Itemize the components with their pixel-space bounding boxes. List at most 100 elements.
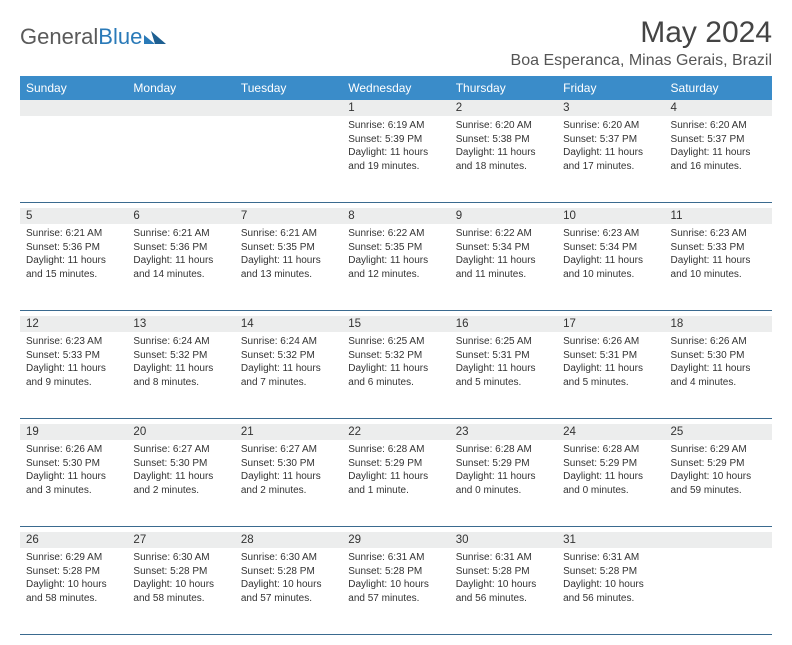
day-cell: Sunrise: 6:31 AMSunset: 5:28 PMDaylight:… (450, 548, 557, 634)
day-detail: Sunrise: 6:29 AMSunset: 5:28 PMDaylight:… (20, 548, 127, 609)
day-number-cell: 2 (450, 100, 557, 116)
day-number-cell: 21 (235, 424, 342, 440)
day-number-cell: 23 (450, 424, 557, 440)
day-detail: Sunrise: 6:24 AMSunset: 5:32 PMDaylight:… (127, 332, 234, 393)
day-cell: Sunrise: 6:28 AMSunset: 5:29 PMDaylight:… (557, 440, 664, 526)
day-number-cell: 10 (557, 208, 664, 224)
day-number-cell: 29 (342, 532, 449, 548)
day-cell: Sunrise: 6:26 AMSunset: 5:30 PMDaylight:… (20, 440, 127, 526)
day-cell: Sunrise: 6:19 AMSunset: 5:39 PMDaylight:… (342, 116, 449, 202)
weekday-header: Saturday (665, 76, 772, 100)
day-cell: Sunrise: 6:31 AMSunset: 5:28 PMDaylight:… (342, 548, 449, 634)
day-detail: Sunrise: 6:21 AMSunset: 5:36 PMDaylight:… (127, 224, 234, 285)
day-detail: Sunrise: 6:23 AMSunset: 5:33 PMDaylight:… (665, 224, 772, 285)
month-title: May 2024 (511, 16, 772, 50)
day-number-cell: 27 (127, 532, 234, 548)
day-number-row: 567891011 (20, 208, 772, 224)
day-detail: Sunrise: 6:20 AMSunset: 5:37 PMDaylight:… (557, 116, 664, 177)
title-block: May 2024 Boa Esperanca, Minas Gerais, Br… (511, 16, 772, 70)
day-cell: Sunrise: 6:30 AMSunset: 5:28 PMDaylight:… (127, 548, 234, 634)
day-content-row: Sunrise: 6:21 AMSunset: 5:36 PMDaylight:… (20, 224, 772, 310)
day-cell (665, 548, 772, 634)
weekday-header: Thursday (450, 76, 557, 100)
day-cell: Sunrise: 6:21 AMSunset: 5:35 PMDaylight:… (235, 224, 342, 310)
calendar-page: GeneralBlue May 2024 Boa Esperanca, Mina… (0, 0, 792, 645)
day-cell (127, 116, 234, 202)
weekday-header: Wednesday (342, 76, 449, 100)
day-detail: Sunrise: 6:28 AMSunset: 5:29 PMDaylight:… (557, 440, 664, 501)
day-cell: Sunrise: 6:29 AMSunset: 5:28 PMDaylight:… (20, 548, 127, 634)
day-cell: Sunrise: 6:26 AMSunset: 5:30 PMDaylight:… (665, 332, 772, 418)
day-number-cell: 1 (342, 100, 449, 116)
brand-mark-icon (144, 24, 166, 50)
day-number-cell (127, 100, 234, 116)
day-number-cell: 16 (450, 316, 557, 332)
day-cell (20, 116, 127, 202)
day-detail: Sunrise: 6:30 AMSunset: 5:28 PMDaylight:… (235, 548, 342, 609)
day-number-cell: 9 (450, 208, 557, 224)
day-number-cell: 28 (235, 532, 342, 548)
day-number-cell: 7 (235, 208, 342, 224)
day-number-cell: 31 (557, 532, 664, 548)
brand-text-2: Blue (98, 24, 142, 50)
day-number-cell (665, 532, 772, 548)
day-content-row: Sunrise: 6:19 AMSunset: 5:39 PMDaylight:… (20, 116, 772, 202)
day-number-cell: 25 (665, 424, 772, 440)
day-cell: Sunrise: 6:29 AMSunset: 5:29 PMDaylight:… (665, 440, 772, 526)
day-detail: Sunrise: 6:27 AMSunset: 5:30 PMDaylight:… (235, 440, 342, 501)
day-number-cell: 12 (20, 316, 127, 332)
day-number-row: 1234 (20, 100, 772, 116)
day-number-cell: 3 (557, 100, 664, 116)
day-number-cell: 24 (557, 424, 664, 440)
day-cell: Sunrise: 6:20 AMSunset: 5:38 PMDaylight:… (450, 116, 557, 202)
day-detail: Sunrise: 6:21 AMSunset: 5:36 PMDaylight:… (20, 224, 127, 285)
day-detail: Sunrise: 6:31 AMSunset: 5:28 PMDaylight:… (557, 548, 664, 609)
day-detail: Sunrise: 6:21 AMSunset: 5:35 PMDaylight:… (235, 224, 342, 285)
day-number-cell: 26 (20, 532, 127, 548)
weekday-header: Friday (557, 76, 664, 100)
day-number-cell: 20 (127, 424, 234, 440)
day-number-cell: 30 (450, 532, 557, 548)
calendar-body: 1234Sunrise: 6:19 AMSunset: 5:39 PMDayli… (20, 100, 772, 634)
day-detail: Sunrise: 6:29 AMSunset: 5:29 PMDaylight:… (665, 440, 772, 501)
day-number-cell: 6 (127, 208, 234, 224)
day-cell: Sunrise: 6:23 AMSunset: 5:33 PMDaylight:… (20, 332, 127, 418)
day-cell: Sunrise: 6:26 AMSunset: 5:31 PMDaylight:… (557, 332, 664, 418)
day-detail: Sunrise: 6:31 AMSunset: 5:28 PMDaylight:… (342, 548, 449, 609)
day-number-cell: 5 (20, 208, 127, 224)
day-cell: Sunrise: 6:28 AMSunset: 5:29 PMDaylight:… (342, 440, 449, 526)
weekday-header: Sunday (20, 76, 127, 100)
day-cell: Sunrise: 6:23 AMSunset: 5:34 PMDaylight:… (557, 224, 664, 310)
day-cell: Sunrise: 6:23 AMSunset: 5:33 PMDaylight:… (665, 224, 772, 310)
day-detail: Sunrise: 6:22 AMSunset: 5:34 PMDaylight:… (450, 224, 557, 285)
day-detail: Sunrise: 6:26 AMSunset: 5:31 PMDaylight:… (557, 332, 664, 393)
day-number-cell (235, 100, 342, 116)
day-number-cell: 22 (342, 424, 449, 440)
weekday-header: Monday (127, 76, 234, 100)
day-cell: Sunrise: 6:28 AMSunset: 5:29 PMDaylight:… (450, 440, 557, 526)
day-cell (235, 116, 342, 202)
day-number-cell: 4 (665, 100, 772, 116)
day-cell: Sunrise: 6:22 AMSunset: 5:34 PMDaylight:… (450, 224, 557, 310)
day-number-cell: 17 (557, 316, 664, 332)
day-cell: Sunrise: 6:24 AMSunset: 5:32 PMDaylight:… (127, 332, 234, 418)
day-detail: Sunrise: 6:20 AMSunset: 5:37 PMDaylight:… (665, 116, 772, 177)
header: GeneralBlue May 2024 Boa Esperanca, Mina… (20, 16, 772, 70)
day-detail: Sunrise: 6:31 AMSunset: 5:28 PMDaylight:… (450, 548, 557, 609)
day-number-cell: 8 (342, 208, 449, 224)
day-detail: Sunrise: 6:27 AMSunset: 5:30 PMDaylight:… (127, 440, 234, 501)
day-cell: Sunrise: 6:27 AMSunset: 5:30 PMDaylight:… (235, 440, 342, 526)
day-cell: Sunrise: 6:25 AMSunset: 5:32 PMDaylight:… (342, 332, 449, 418)
day-cell: Sunrise: 6:20 AMSunset: 5:37 PMDaylight:… (557, 116, 664, 202)
location: Boa Esperanca, Minas Gerais, Brazil (511, 52, 772, 70)
calendar-table: SundayMondayTuesdayWednesdayThursdayFrid… (20, 76, 772, 635)
weekday-header: Tuesday (235, 76, 342, 100)
day-number-cell: 14 (235, 316, 342, 332)
day-content-row: Sunrise: 6:29 AMSunset: 5:28 PMDaylight:… (20, 548, 772, 634)
day-detail: Sunrise: 6:26 AMSunset: 5:30 PMDaylight:… (20, 440, 127, 501)
day-number-row: 262728293031 (20, 532, 772, 548)
day-cell: Sunrise: 6:22 AMSunset: 5:35 PMDaylight:… (342, 224, 449, 310)
day-detail: Sunrise: 6:25 AMSunset: 5:31 PMDaylight:… (450, 332, 557, 393)
day-cell: Sunrise: 6:24 AMSunset: 5:32 PMDaylight:… (235, 332, 342, 418)
brand-text-1: General (20, 24, 98, 50)
